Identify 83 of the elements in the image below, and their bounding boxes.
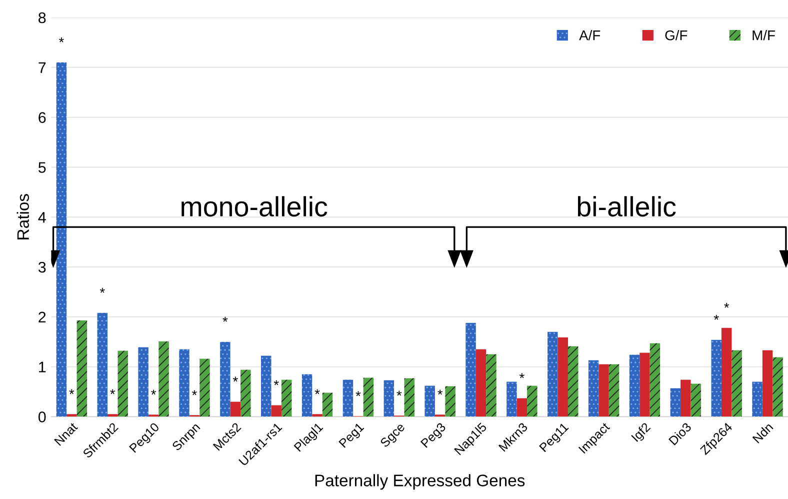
bar — [230, 402, 241, 417]
legend-label: G/F — [665, 30, 688, 40]
y-tick-label: 2 — [38, 312, 46, 322]
legend-label: A/F — [579, 30, 600, 40]
bar — [179, 349, 190, 417]
bar — [76, 320, 88, 417]
annotation: * — [396, 390, 402, 396]
annotation: mono-allelic — [182, 196, 328, 217]
bar — [466, 322, 476, 417]
bar — [732, 350, 742, 417]
bar — [363, 378, 374, 417]
bar — [680, 380, 691, 417]
bar — [762, 350, 773, 417]
bar — [711, 340, 722, 417]
annotation: * — [438, 390, 443, 395]
bar — [384, 380, 394, 417]
bar — [322, 392, 333, 417]
bar — [404, 378, 414, 417]
annotation: * — [58, 37, 64, 42]
bar — [516, 398, 528, 417]
annotation: * — [69, 389, 74, 394]
bar — [568, 346, 578, 417]
bar — [476, 349, 486, 417]
annotation: * — [222, 316, 228, 322]
bar — [138, 347, 148, 417]
annotation: * — [192, 390, 197, 396]
annotation: * — [110, 389, 116, 394]
bar — [670, 388, 681, 417]
bar — [118, 350, 128, 417]
bar — [527, 386, 538, 417]
bar — [772, 357, 783, 417]
y-tick-label: 6 — [38, 112, 46, 123]
y-axis-title: Ratios — [16, 194, 30, 240]
bar — [650, 343, 660, 417]
bar — [506, 382, 517, 417]
bar — [271, 405, 282, 417]
bar — [629, 354, 640, 417]
bar — [97, 312, 108, 417]
y-tick-label: 7 — [38, 62, 46, 73]
bar — [588, 360, 599, 417]
y-tick-label: 8 — [38, 12, 46, 24]
bar — [608, 364, 620, 417]
bar — [108, 414, 118, 417]
bar — [56, 62, 67, 417]
annotation: * — [100, 288, 105, 293]
legend-label: M/F — [752, 30, 775, 40]
annotation: * — [151, 390, 156, 395]
bar — [721, 328, 732, 417]
bar — [220, 342, 230, 417]
annotation: * — [274, 380, 279, 386]
bar — [240, 370, 251, 417]
x-axis-title: Paternally Expressed Genes — [315, 474, 525, 490]
x-tick-label: Igf2 — [630, 422, 653, 444]
bar — [752, 382, 762, 417]
annotation: bi-allelic — [578, 196, 676, 217]
bar — [281, 380, 292, 417]
x-tick-label: Ndn — [752, 422, 774, 444]
annotation: * — [232, 376, 238, 382]
bar — [424, 386, 435, 417]
bar — [486, 354, 496, 417]
y-tick-label: 3 — [38, 262, 46, 273]
bar — [66, 414, 77, 417]
bar — [445, 386, 456, 417]
y-tick-label: 4 — [38, 212, 46, 223]
y-tick-label: 1 — [39, 362, 46, 372]
bar — [548, 332, 558, 417]
bar — [598, 364, 609, 417]
annotation: * — [724, 302, 730, 308]
bar — [342, 380, 354, 417]
annotation: * — [519, 373, 524, 378]
y-tick-label: 0 — [38, 412, 46, 422]
bar — [312, 414, 322, 417]
annotation: * — [314, 389, 320, 394]
bar — [158, 341, 169, 417]
bar — [302, 374, 312, 417]
bar — [690, 384, 702, 417]
y-tick-label: 5 — [38, 162, 46, 173]
bar — [640, 352, 650, 417]
bar — [261, 356, 272, 417]
annotation: * — [714, 314, 719, 320]
bar — [200, 358, 210, 417]
annotation: * — [356, 391, 361, 396]
bar — [558, 337, 568, 417]
